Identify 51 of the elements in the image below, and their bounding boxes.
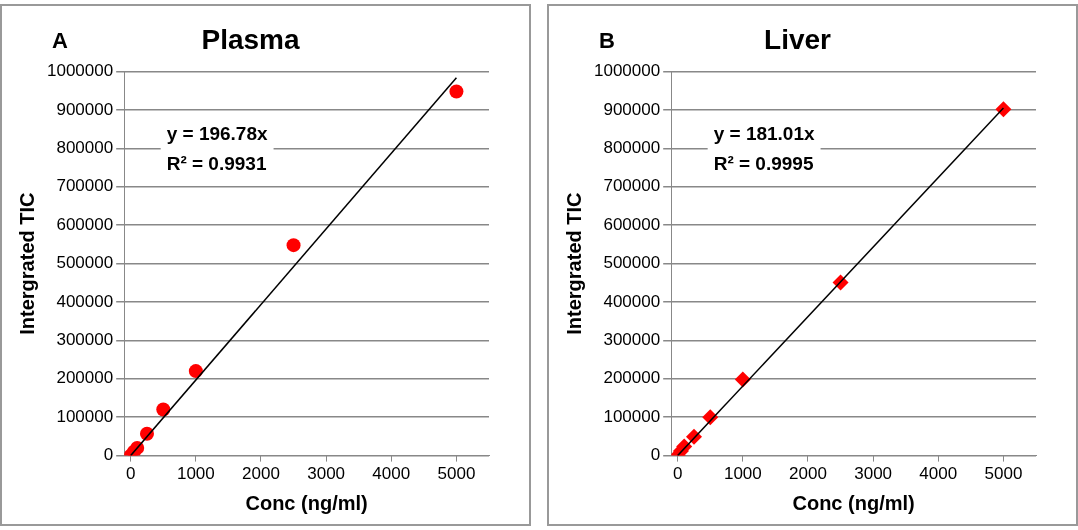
y-tick-label: 300000 xyxy=(603,330,661,350)
x-axis-title: Conc (ng/ml) xyxy=(792,491,915,514)
point xyxy=(449,84,464,99)
annotation: y = 181.01x xyxy=(713,123,815,145)
x-tick-label: 1000 xyxy=(176,464,215,484)
annotation: R² = 0.9931 xyxy=(166,153,267,175)
y-tick-label: 1000000 xyxy=(46,61,114,81)
y-tick-label: 700000 xyxy=(603,176,661,196)
x-tick-label: 0 xyxy=(672,464,683,484)
x-tick-label: 2000 xyxy=(789,464,827,484)
y-tick-label: 800000 xyxy=(56,138,114,158)
y-tick-label: 1000000 xyxy=(593,61,661,81)
x-tick-label: 1000 xyxy=(723,464,762,484)
y-axis-title: Intergrated TIC xyxy=(562,192,585,335)
y-tick-label: 500000 xyxy=(56,253,114,273)
y-tick-label: 100000 xyxy=(56,406,114,426)
y-tick-label: 400000 xyxy=(56,291,114,311)
x-axis-title: Conc (ng/ml) xyxy=(245,491,368,514)
y-tick-label: 700000 xyxy=(56,176,114,196)
x-tick-label: 5000 xyxy=(984,464,1023,484)
point xyxy=(286,238,301,253)
y-tick-label: 0 xyxy=(650,445,661,465)
annotation: R² = 0.9995 xyxy=(713,153,814,175)
y-tick-label: 200000 xyxy=(56,368,114,388)
point xyxy=(995,101,1012,118)
y-tick-label: 500000 xyxy=(603,253,661,273)
y-tick-label: 100000 xyxy=(603,406,661,426)
y-axis-title: Intergrated TIC xyxy=(15,192,38,335)
chart-title: Liver xyxy=(764,23,832,55)
point xyxy=(156,402,171,417)
text: B xyxy=(599,28,615,54)
x-tick-label: 4000 xyxy=(372,464,411,484)
y-tick-label: 0 xyxy=(103,445,114,465)
y-tick-label: 200000 xyxy=(603,368,661,388)
text: A xyxy=(52,28,68,54)
y-tick-label: 800000 xyxy=(603,138,661,158)
x-tick-label: 4000 xyxy=(919,464,958,484)
point xyxy=(188,364,203,379)
x-tick-label: 2000 xyxy=(242,464,280,484)
y-tick-label: 300000 xyxy=(56,330,114,350)
x-tick-label: 3000 xyxy=(854,464,893,484)
x-tick-label: 0 xyxy=(125,464,136,484)
y-tick-label: 600000 xyxy=(56,214,114,234)
y-tick-label: 600000 xyxy=(603,214,661,234)
x-tick-label: 3000 xyxy=(307,464,346,484)
annotation: y = 196.78x xyxy=(166,123,268,145)
x-tick-label: 5000 xyxy=(437,464,476,484)
y-tick-label: 900000 xyxy=(56,99,114,119)
chart-title: Plasma xyxy=(201,23,300,55)
y-tick-label: 400000 xyxy=(603,291,661,311)
y-tick-label: 900000 xyxy=(603,99,661,119)
